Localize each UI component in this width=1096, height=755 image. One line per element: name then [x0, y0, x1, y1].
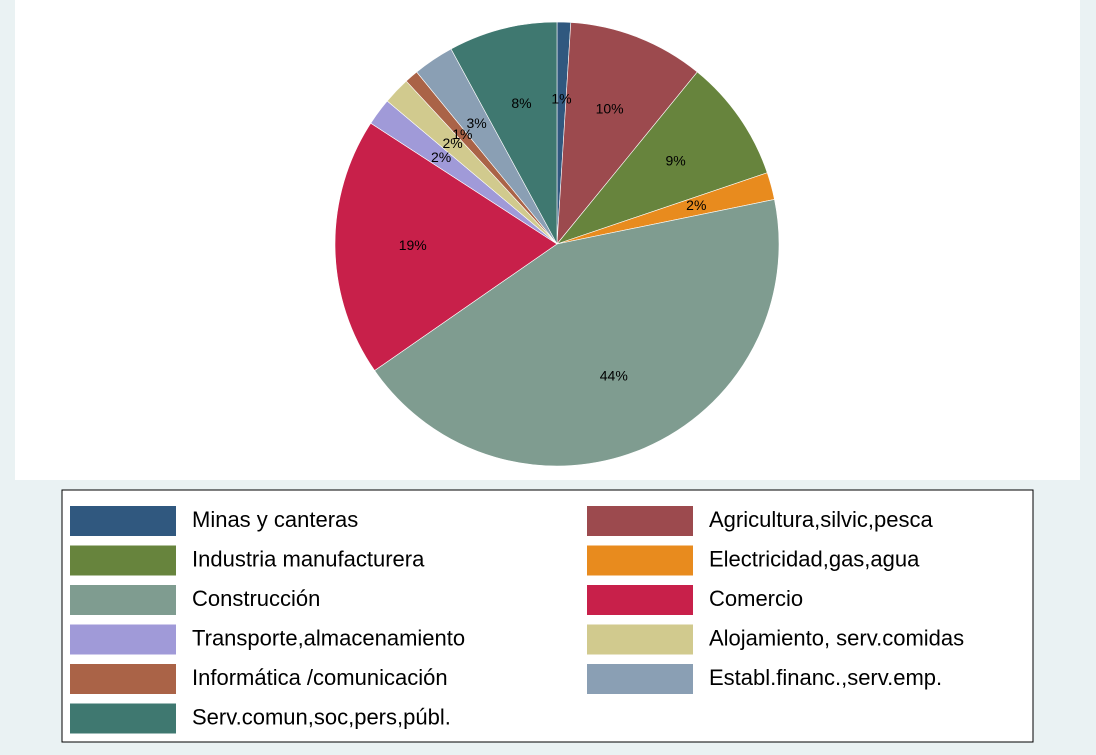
legend-label: Comercio — [709, 586, 803, 611]
legend-swatch — [70, 624, 176, 655]
legend-label: Transporte,almacenamiento — [192, 625, 465, 650]
slice-label: 3% — [466, 115, 486, 131]
slice-label: 9% — [665, 152, 685, 168]
pie-slice — [556, 71, 768, 245]
legend-swatch — [587, 585, 693, 615]
legend-label: Construcción — [192, 586, 320, 611]
slice-label: 44% — [600, 367, 628, 383]
legend-label: Alojamiento, serv.comidas — [709, 625, 964, 650]
legend-swatch — [587, 664, 693, 694]
legend-swatch — [587, 545, 693, 576]
pie-slice — [334, 122, 558, 371]
legend-label: Industria manufacturera — [192, 546, 425, 571]
legend-label: Electricidad,gas,agua — [709, 546, 920, 571]
legend-swatch — [70, 585, 176, 615]
pie-slice — [374, 199, 780, 467]
slice-label: 10% — [596, 100, 624, 116]
legend-box — [61, 489, 1034, 743]
slice-label: 1% — [452, 126, 472, 142]
legend-swatch — [70, 703, 176, 734]
slice-label: 19% — [399, 237, 427, 253]
legend-label: Minas y canteras — [192, 507, 358, 532]
legend-label: Informática /comunicación — [192, 665, 448, 690]
pie-slice — [450, 21, 558, 245]
legend-swatch — [587, 624, 693, 655]
legend-swatch — [70, 506, 176, 536]
legend-label: Establ.financ.,serv.emp. — [709, 665, 942, 690]
legend-label: Serv.comun,soc,pers,públ. — [192, 704, 451, 729]
legend-label: Agricultura,silvic,pesca — [709, 507, 934, 532]
slice-label: 8% — [511, 95, 531, 111]
slice-label: 2% — [686, 197, 706, 213]
pie-slice — [556, 22, 698, 245]
slice-label: 1% — [551, 90, 571, 106]
legend-swatch — [70, 664, 176, 694]
legend-swatch — [70, 545, 176, 576]
slice-label: 2% — [442, 135, 462, 151]
slice-label: 2% — [431, 149, 451, 165]
legend-swatch — [587, 506, 693, 536]
